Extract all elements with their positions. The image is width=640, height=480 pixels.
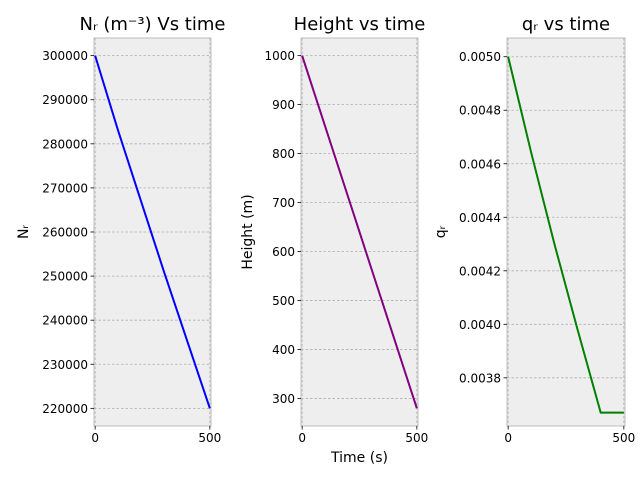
subplot-1: 220000 230000 240000 250000 260000 270000 2800… <box>16 14 225 445</box>
x-tick-label: 0 <box>504 431 512 445</box>
chart-title: qᵣ vs time <box>522 14 610 35</box>
series-line <box>94 55 211 409</box>
y-tick-label: 0.0040 <box>459 318 501 332</box>
y-tick-label: 230000 <box>42 358 88 372</box>
y-tick-label: 600 <box>272 245 295 259</box>
x-tick-label: 500 <box>198 431 221 445</box>
x-tick-label: 500 <box>612 431 635 445</box>
axes-background <box>506 37 626 427</box>
y-tick-label: 290000 <box>42 93 88 107</box>
series <box>507 56 624 414</box>
y-tick-label: 400 <box>272 343 295 357</box>
y-tick-label: 220000 <box>42 402 88 416</box>
x-axis-label: Time (s) <box>330 450 388 466</box>
x-tick-label: 0 <box>91 431 99 445</box>
ticks: 0.0038 0.0040 0.0042 0.0044 0.0046 0.0048 0.00… <box>459 50 635 445</box>
y-axis-label: Nᵣ <box>16 225 32 239</box>
y-axis-label: Height (m) <box>240 194 256 269</box>
series-line <box>301 55 418 409</box>
y-tick-label: 250000 <box>42 270 88 284</box>
y-axis-label: qᵣ <box>433 225 449 238</box>
y-tick-label: 0.0048 <box>459 104 501 118</box>
y-tick-label: 0.0038 <box>459 371 501 385</box>
y-tick-label: 700 <box>272 196 295 210</box>
y-tick-label: 280000 <box>42 137 88 151</box>
y-tick-label: 300 <box>272 392 295 406</box>
series-line <box>507 56 624 414</box>
y-tick-label: 240000 <box>42 314 88 328</box>
ticks: 300 400 500 600 700 800 900 1000 0 500 <box>264 49 428 445</box>
y-tick-label: 270000 <box>42 181 88 195</box>
subplot-3: 0.0038 0.0040 0.0042 0.0044 0.0046 0.0048 0.00… <box>433 14 635 445</box>
chart-title: Nᵣ (m⁻³) Vs time <box>80 14 226 35</box>
series <box>301 55 418 409</box>
subplot-2: 300 400 500 600 700 800 900 1000 0 500 Height vs … <box>240 14 428 466</box>
grid <box>94 38 211 426</box>
y-tick-label: 300000 <box>42 49 88 63</box>
y-tick-label: 0.0044 <box>459 211 501 225</box>
y-tick-label: 500 <box>272 294 295 308</box>
grid <box>507 38 625 426</box>
y-tick-label: 0.0042 <box>459 264 501 278</box>
y-tick-label: 800 <box>272 147 295 161</box>
y-tick-label: 900 <box>272 98 295 112</box>
ticks: 220000 230000 240000 250000 260000 270000 2800… <box>42 49 221 445</box>
grid <box>301 38 418 426</box>
y-tick-label: 260000 <box>42 226 88 240</box>
y-tick-label: 0.0046 <box>459 157 501 171</box>
series <box>94 55 211 409</box>
y-tick-label: 0.0050 <box>459 50 501 64</box>
y-tick-label: 1000 <box>264 49 295 63</box>
x-tick-label: 500 <box>405 431 428 445</box>
chart-title: Height vs time <box>294 14 426 35</box>
x-tick-label: 0 <box>298 431 306 445</box>
